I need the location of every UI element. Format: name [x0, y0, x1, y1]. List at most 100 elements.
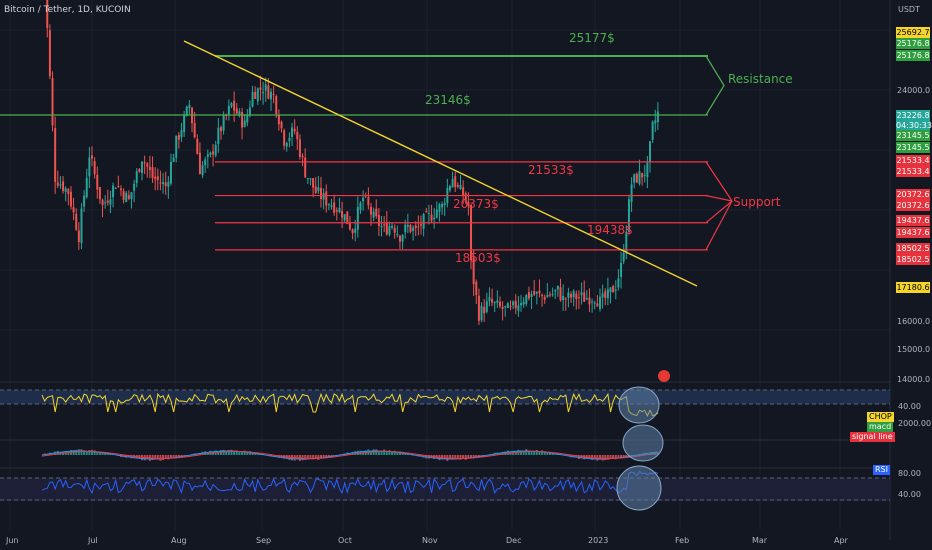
x-tick-9: Mar: [752, 536, 768, 545]
macd-bar-54: [183, 455, 186, 456]
macd-bar-119: [354, 451, 357, 455]
candle-body-133: [391, 225, 394, 228]
candle-body-93: [285, 143, 288, 147]
rsi-band: [0, 478, 890, 500]
macd-bar-174: [498, 452, 501, 455]
candle-body-157: [454, 176, 457, 188]
candle-body-96: [293, 128, 296, 132]
candle-body-190: [541, 294, 544, 297]
candle-body-44: [156, 176, 159, 181]
candle-body-161: [464, 193, 467, 202]
candle-body-200: [567, 292, 570, 298]
macd-bar-162: [467, 455, 470, 458]
macd-bar-221: [622, 455, 625, 458]
candle-body-54: [183, 115, 186, 133]
price-tag-14: 18502.5: [896, 254, 930, 265]
candle-body-117: [348, 223, 351, 230]
candle-body-108: [325, 191, 328, 206]
macd-bar-195: [554, 454, 557, 455]
macd-bar-15: [80, 449, 83, 455]
candle-body-122: [362, 197, 365, 202]
candle-body-164: [472, 257, 475, 285]
candle-body-184: [525, 294, 528, 304]
candle-body-135: [396, 233, 399, 236]
macd-bar-72: [230, 449, 233, 455]
candle-body-18: [88, 157, 91, 177]
candle-body-231: [649, 141, 651, 163]
candle-body-75: [238, 111, 241, 115]
candle-body-180: [514, 300, 517, 309]
macd-bar-147: [427, 455, 430, 459]
candle-body-140: [409, 224, 412, 232]
level-label-19438: 19438$: [587, 223, 633, 237]
candle-body-144: [420, 224, 423, 226]
candle-body-106: [319, 187, 322, 200]
macd-bar-118: [351, 451, 354, 455]
resistance-arrow: [705, 55, 725, 116]
macd-bar-42: [151, 455, 154, 461]
candle-body-169: [485, 301, 488, 312]
candle-body-183: [522, 301, 525, 305]
candle-body-95: [291, 127, 294, 137]
price-tag-10: 20372.6: [896, 200, 930, 211]
macd-bar-218: [614, 455, 617, 460]
candle-body-16: [83, 195, 86, 207]
candle-body-63: [206, 154, 209, 157]
macd-bar-156: [451, 455, 454, 460]
candle-body-145: [422, 213, 425, 229]
candle-body-134: [393, 227, 396, 233]
candle-body-177: [506, 303, 509, 308]
candle-body-194: [551, 293, 554, 295]
candle-body-77: [243, 120, 246, 127]
candle-body-4: [51, 78, 54, 126]
macd-bar-103: [312, 455, 315, 460]
resistance-annotation: Resistance: [728, 72, 793, 86]
candle-body-42: [151, 167, 154, 178]
candle-body-119: [354, 228, 357, 233]
macd-bar-183: [522, 450, 525, 455]
macd-bar-23: [101, 452, 104, 455]
candle-body-32: [125, 192, 128, 203]
candle-body-8: [62, 181, 65, 191]
candle-body-131: [385, 223, 388, 235]
candle-body-50: [172, 157, 175, 162]
candle-body-45: [159, 182, 162, 184]
flag-icon: [658, 370, 670, 382]
candle-body-66: [214, 144, 217, 156]
candle-body-143: [417, 226, 420, 228]
candle-body-82: [256, 88, 259, 102]
candle-body-46: [162, 182, 165, 185]
candle-body-185: [527, 292, 530, 299]
macd-bar-135: [396, 452, 399, 455]
candle-body-186: [530, 293, 533, 297]
candle-body-168: [483, 306, 486, 314]
macd-bar-222: [625, 455, 628, 457]
price-tag-1: 25176.8: [896, 38, 930, 49]
macd-bar-120: [356, 450, 359, 455]
level-label-21533: 21533$: [528, 163, 574, 177]
candle-body-118: [351, 229, 354, 234]
candle-body-74: [235, 108, 238, 114]
candle-body-159: [459, 185, 462, 190]
macd-bar-125: [370, 450, 373, 455]
candle-body-209: [591, 301, 594, 303]
candle-body-62: [204, 159, 207, 166]
macd-bar-213: [601, 455, 604, 461]
candle-body-147: [427, 212, 430, 214]
candle-body-202: [572, 290, 575, 298]
candle-body-64: [209, 152, 212, 155]
candle-body-41: [148, 166, 151, 170]
macd-bar-67: [217, 451, 220, 455]
candle-body-176: [504, 306, 507, 308]
candle-body-171: [491, 298, 494, 303]
candle-body-179: [512, 301, 515, 306]
price-tag-12: 19437.6: [896, 227, 930, 238]
candle-body-213: [601, 293, 604, 298]
macd-bar-106: [319, 455, 322, 459]
macd-bar-193: [548, 452, 551, 455]
candle-body-38: [141, 161, 144, 174]
candle-body-49: [169, 161, 172, 184]
macd-bar-73: [233, 450, 236, 455]
highlight-oval-2: [616, 465, 662, 511]
